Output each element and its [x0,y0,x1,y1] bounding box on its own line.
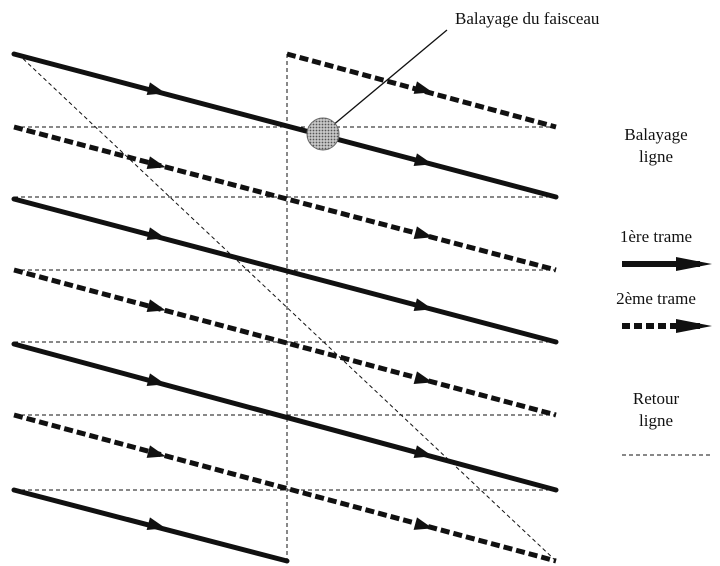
line-scan-label-line-1: Balayage [624,125,688,144]
arrow-right-icon [413,226,433,239]
field-2-line-3 [13,267,557,418]
arrow-right-icon [146,156,166,169]
line-return-label-line-2: ligne [639,411,673,430]
legend-dashed-arrow-icon [676,319,712,333]
field-2-line-2 [13,124,557,273]
horizontal-return-lines [14,126,556,491]
beam-scan-label: Balayage du faisceau [455,9,600,28]
field-2-scan-lines [13,51,557,564]
field-2-line-4 [13,412,557,564]
field-2-line-1 [286,51,557,130]
arrow-right-icon [413,81,433,94]
beam-pointer-line [331,29,448,127]
arrow-right-icon [146,445,166,458]
scan-arrows [146,81,433,530]
arrow-right-icon [146,299,166,312]
legend-solid-arrow-icon [676,257,712,271]
legend-samples [622,257,712,456]
arrow-right-icon [146,82,166,95]
arrow-right-icon [146,227,166,240]
field-1-line-1 [11,51,559,200]
frame-return-lines [17,53,557,562]
arrow-right-icon [413,445,433,458]
diagonal-return-line [17,53,557,562]
arrow-right-icon [413,371,433,384]
arrow-right-icon [413,153,433,166]
legend-field-2-label: 2ème trame [616,289,696,308]
arrow-right-icon [146,517,166,530]
field-1-line-2 [11,196,559,345]
line-return-label-line-1: Retour [632,389,680,408]
arrow-right-icon [413,517,433,530]
arrow-right-icon [146,373,166,386]
beam-spot [306,117,340,151]
line-scan-label-line-2: ligne [639,147,673,166]
field-1-line-3 [11,341,559,493]
field-1-scan-lines [11,51,559,564]
arrow-right-icon [413,298,433,311]
legend-field-1-label: 1ère trame [619,227,693,246]
